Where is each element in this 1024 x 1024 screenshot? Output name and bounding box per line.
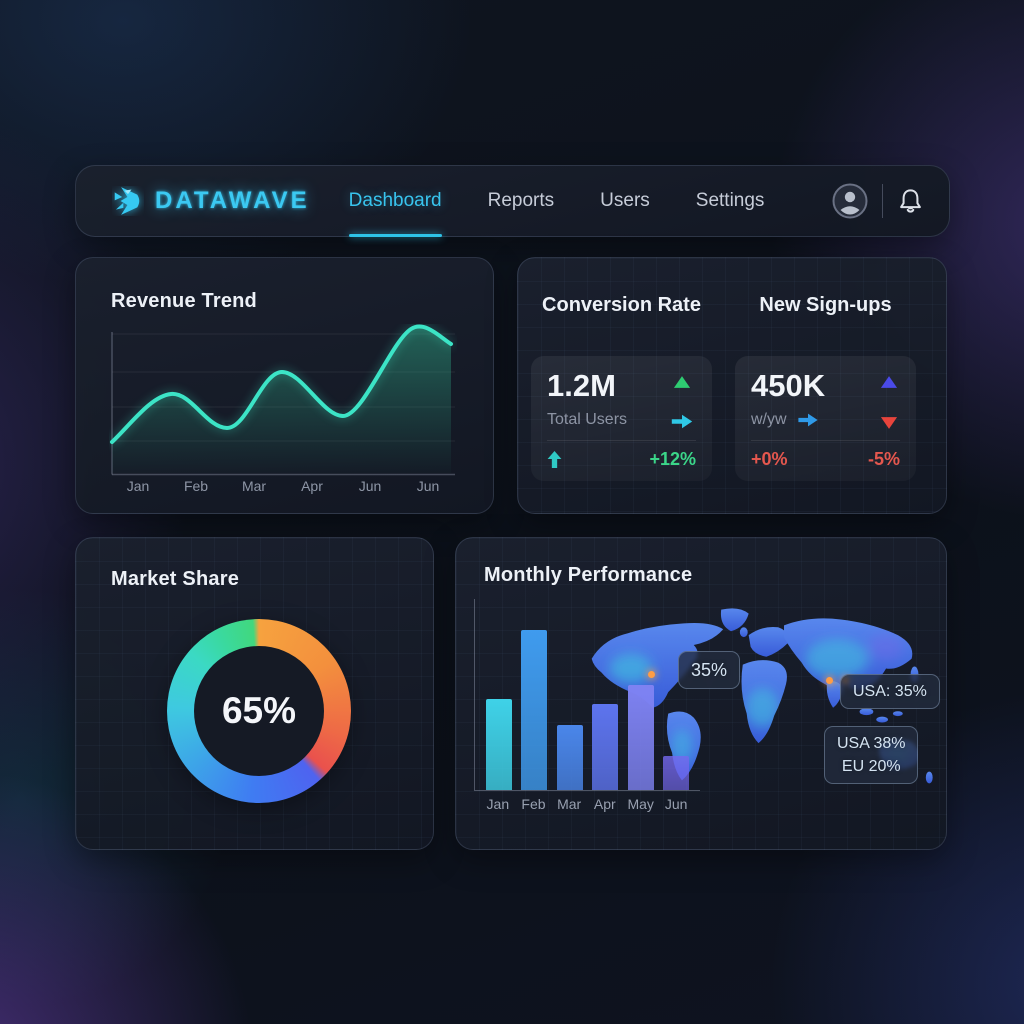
map-marker-usa [648, 671, 655, 678]
island-1 [859, 708, 874, 716]
nav-item-reports[interactable]: Reports [487, 190, 555, 211]
bar-label-mar: Mar [557, 796, 582, 812]
monthly-performance-title: Monthly Performance [484, 564, 693, 586]
revenue-month-label-1: Feb [183, 478, 209, 494]
bar-jan [485, 699, 512, 790]
brand[interactable]: DATAWAVE [112, 186, 310, 216]
revenue-trend-line [110, 324, 453, 444]
stats-card: Conversion Rate New Sign-ups 1.2M Total … [517, 257, 947, 514]
bar-label-jun: Jun [664, 796, 688, 812]
bar-may [627, 685, 654, 790]
new-signups-value: 450K [751, 368, 826, 403]
monthly-performance-card: Monthly Performance [455, 537, 947, 850]
new-signups-change-left: +0% [751, 448, 788, 469]
greenland [720, 608, 749, 632]
revenue-month-label-0: Jan [126, 478, 150, 494]
map-marker-asia-1 [826, 677, 833, 684]
arrow-up-icon [547, 450, 562, 468]
triangle-up-icon [673, 376, 691, 388]
bar-label-may: May [627, 796, 654, 812]
nav-item-dashboard[interactable]: Dashboard [348, 165, 442, 237]
bar-mar [556, 725, 583, 790]
top-navigation-bar: DATAWAVE Dashboard Reports Users Settings [75, 165, 950, 237]
monthly-x-axis-labels: Jan Feb Mar Apr May Jun [474, 796, 700, 812]
monthly-bar-chart [474, 599, 700, 791]
market-share-center-value: 65% [221, 690, 297, 731]
island-3 [892, 711, 903, 717]
brand-name: DATAWAVE [155, 187, 310, 214]
triangle-up-icon [880, 376, 898, 388]
new-signups-header: New Sign-ups [759, 294, 892, 316]
revenue-x-axis-labels: Jan Feb Mar Apr Jun Jun [109, 478, 457, 494]
bar-feb [521, 630, 548, 790]
stats-headers: Conversion Rate New Sign-ups [531, 294, 916, 317]
triangle-down-icon [880, 417, 898, 429]
bar-label-feb: Feb [521, 796, 546, 812]
tile-divider [547, 440, 696, 441]
revenue-trend-title: Revenue Trend [111, 290, 257, 312]
market-share-donut-chart: 65% [167, 619, 351, 803]
revenue-month-label-3: Apr [301, 478, 323, 494]
conversion-rate-change: +12% [649, 448, 696, 469]
tile-divider [751, 440, 900, 441]
donut-hole [194, 646, 324, 776]
bar-apr [592, 704, 619, 790]
arrow-right-icon [671, 414, 693, 429]
india [826, 681, 843, 708]
nav-right-group [832, 183, 924, 219]
uk [739, 627, 748, 638]
nav-divider [882, 184, 883, 218]
map-tooltip-usa-eu: USA 38% EU 20% [824, 726, 919, 785]
europe [748, 626, 789, 657]
conversion-rate-sublabel: Total Users [547, 411, 628, 429]
nav-item-settings[interactable]: Settings [695, 190, 765, 211]
nav-menu: Dashboard Reports Users Settings [348, 165, 765, 237]
map-tooltip-usa-35: 35% [678, 651, 741, 690]
north-america [591, 622, 724, 708]
bar-jun [663, 756, 690, 790]
conversion-rate-value: 1.2M [547, 368, 616, 403]
notifications-bell-icon[interactable] [897, 187, 924, 216]
conversion-rate-tile: 1.2M Total Users [531, 356, 712, 481]
revenue-area-fill [112, 326, 451, 473]
new-signups-tile: 450K w/yw [735, 356, 916, 481]
bar-label-jan: Jan [486, 796, 510, 812]
new-signups-sublabel: w/yw [751, 411, 787, 429]
new-signups-change-right: -5% [867, 448, 900, 469]
revenue-line-chart [110, 324, 455, 476]
revenue-trend-card: Revenue Trend Jan Feb Mar Apr Jun Jun [75, 257, 494, 514]
tooltip-line-usa: USA 38% [837, 735, 906, 752]
revenue-month-label-5: Jun [416, 478, 440, 494]
island-2 [876, 716, 889, 723]
datawave-logo-icon [114, 187, 140, 215]
conversion-rate-header: Conversion Rate [542, 294, 701, 316]
stat-tiles: 1.2M Total Users [531, 356, 916, 481]
nav-item-users[interactable]: Users [600, 190, 650, 211]
tooltip-line-eu: EU 20% [841, 758, 901, 776]
bar-label-apr: Apr [593, 796, 616, 812]
avatar[interactable] [832, 183, 868, 219]
new-zealand [925, 771, 933, 784]
revenue-month-label-4: Jun [358, 478, 382, 494]
revenue-month-label-2: Mar [241, 478, 267, 494]
market-share-card: Market Share 65% [75, 537, 434, 850]
market-share-title: Market Share [111, 568, 240, 590]
map-tooltip-asia-usa-35: USA: 35% [840, 674, 940, 710]
arrow-right-icon [797, 413, 818, 427]
